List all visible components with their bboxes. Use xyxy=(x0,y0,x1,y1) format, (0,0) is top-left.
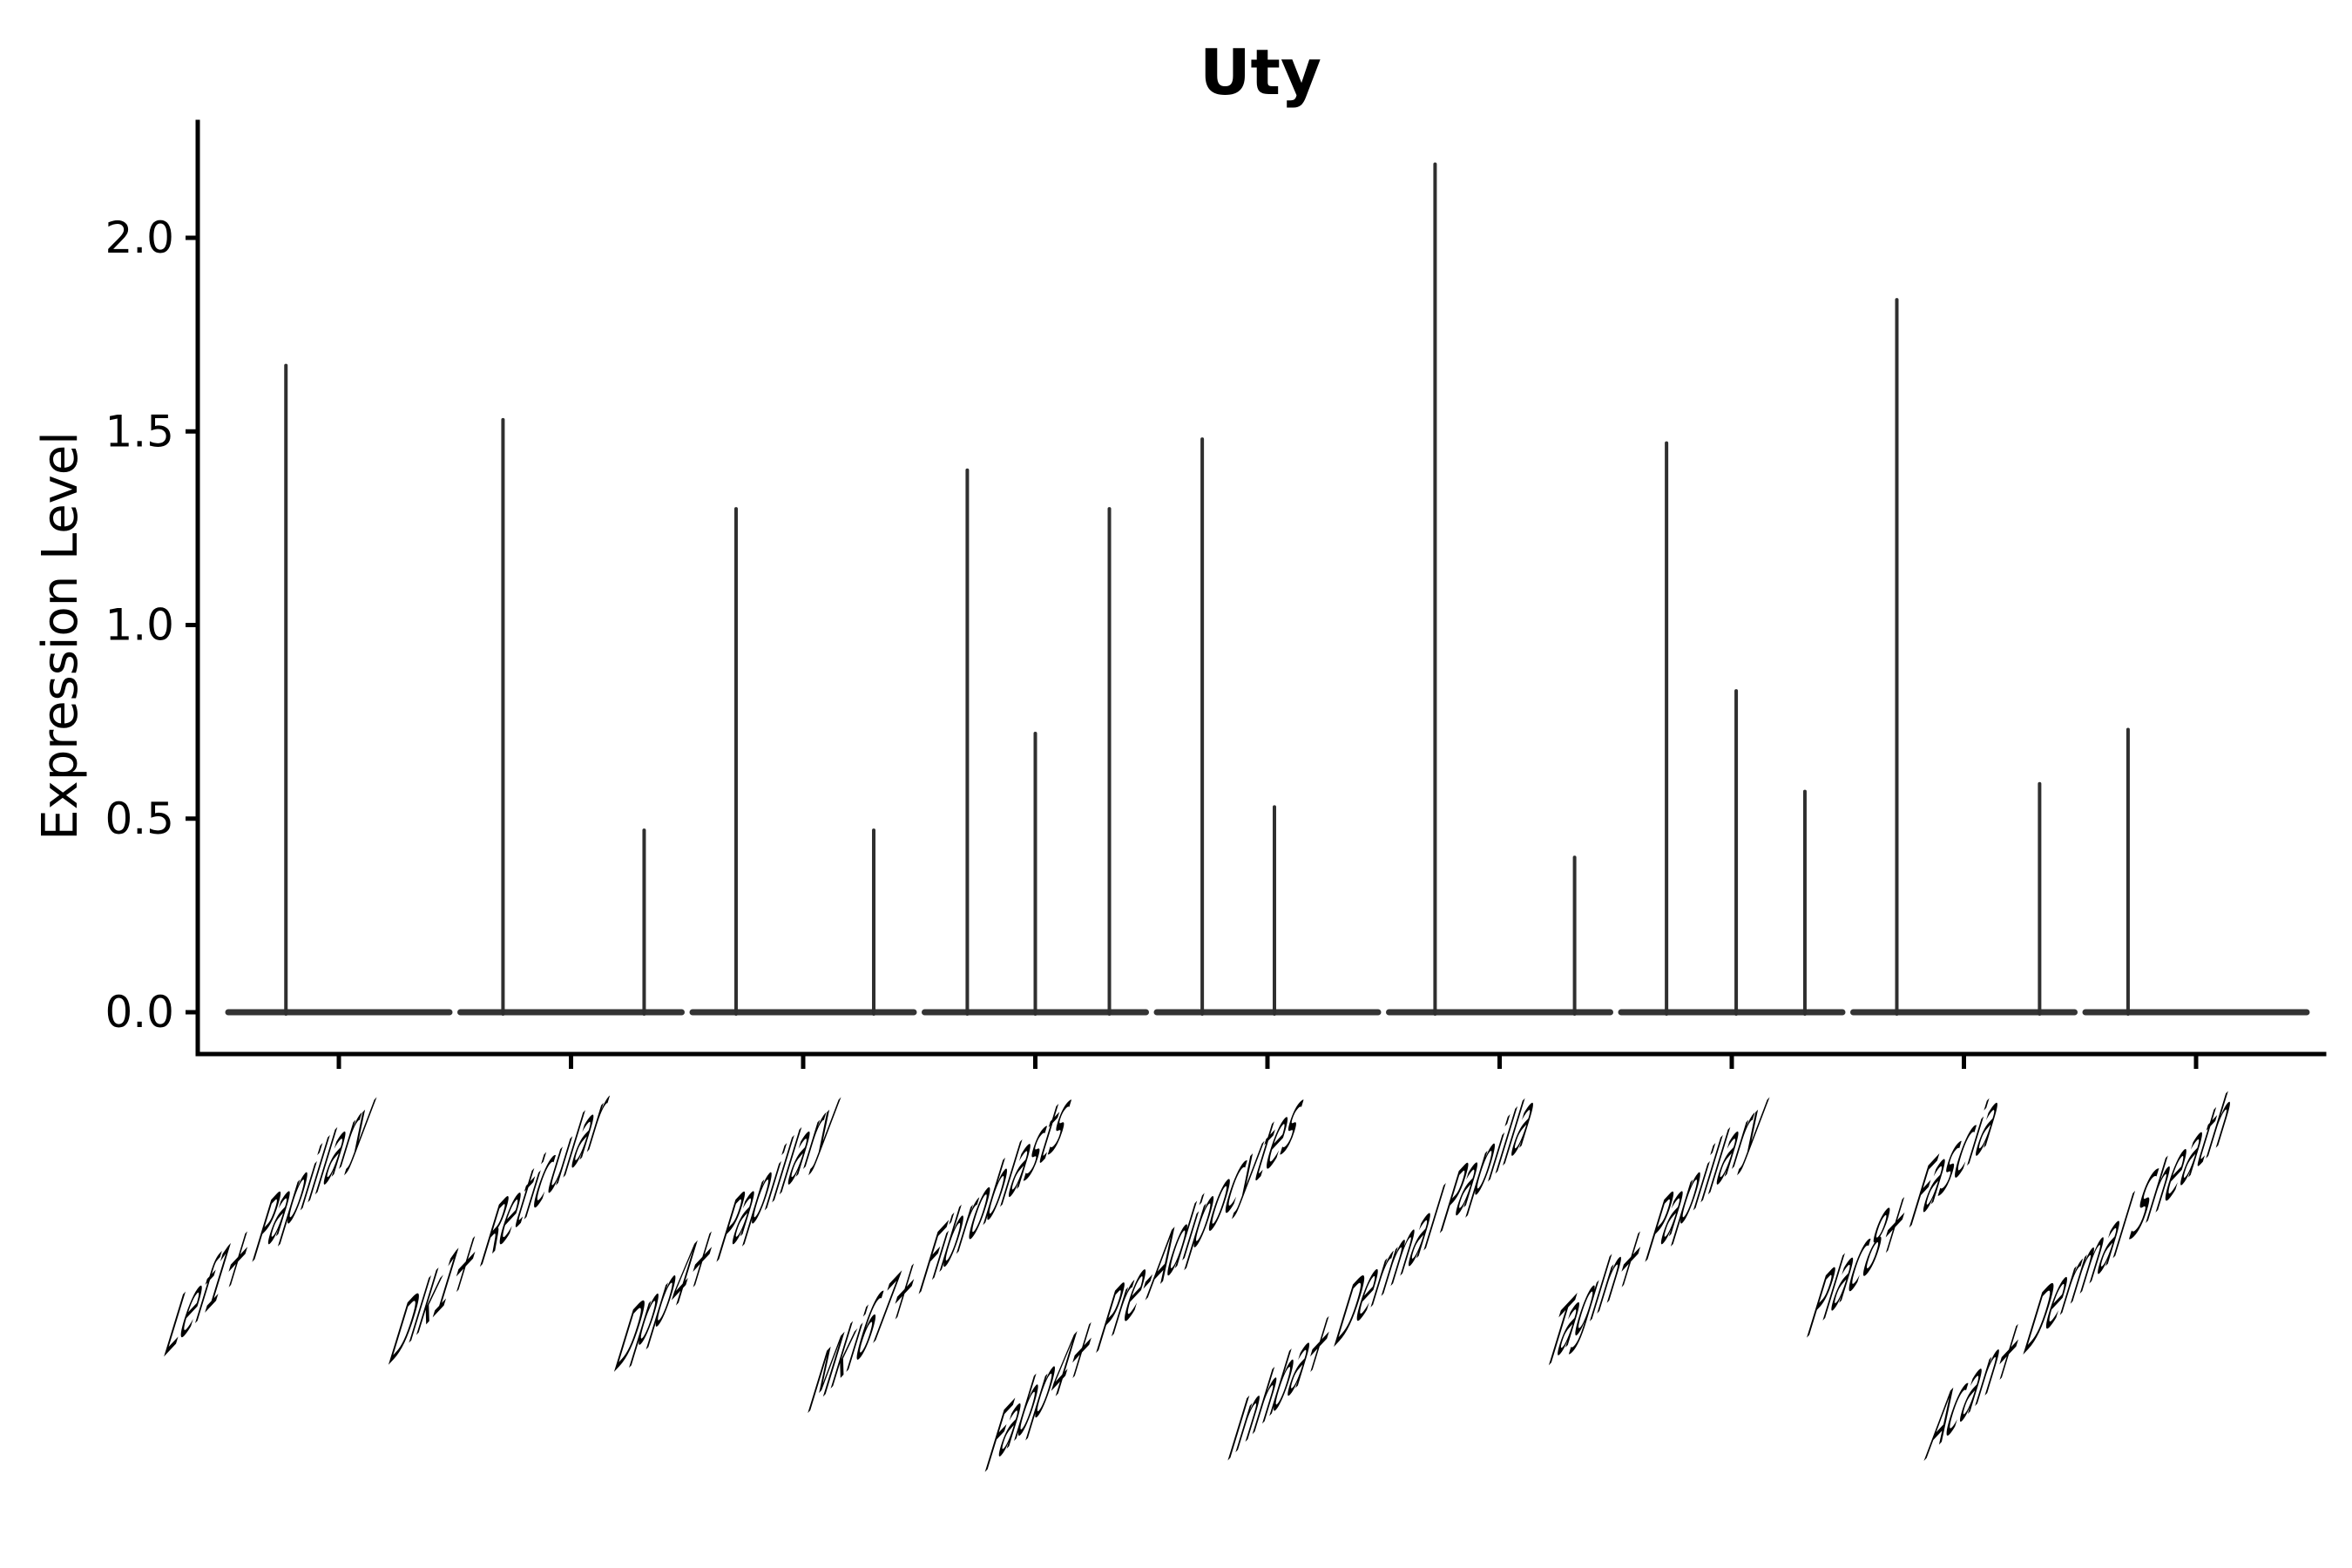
violins xyxy=(225,162,2310,1016)
violin xyxy=(922,468,1149,1016)
y-axis-ticks: 0.0 0.5 1.0 1.5 2.0 xyxy=(105,213,198,1037)
x-tick-label: Dlk1+ Reticular xyxy=(380,1063,620,1388)
y-axis-label: Expression Level xyxy=(32,431,89,841)
y-tick-label: 1.0 xyxy=(105,600,174,651)
y-tick-label: 2.0 xyxy=(105,213,174,263)
chart-title: Uty xyxy=(1200,36,1321,109)
violin xyxy=(225,363,453,1016)
violin xyxy=(1153,437,1382,1016)
violin xyxy=(1850,298,2078,1016)
violin xyxy=(689,507,917,1016)
violin xyxy=(457,417,685,1016)
violin xyxy=(2082,727,2310,1016)
x-tick-label: Plac8+ Fascia xyxy=(1798,1063,2013,1361)
y-tick-label: 1.5 xyxy=(105,406,174,456)
x-tick-label: Dpp4+ Papillary xyxy=(605,1063,852,1395)
x-tick-label: Tagln+ Papillary xyxy=(1535,1063,1781,1393)
y-tick-label: 0.0 xyxy=(105,987,174,1037)
y-tick-label: 0.5 xyxy=(105,794,174,844)
violin xyxy=(1618,441,1846,1016)
violin xyxy=(1386,162,1613,1016)
x-tick-label: Lef1+ Papillary xyxy=(155,1063,388,1380)
